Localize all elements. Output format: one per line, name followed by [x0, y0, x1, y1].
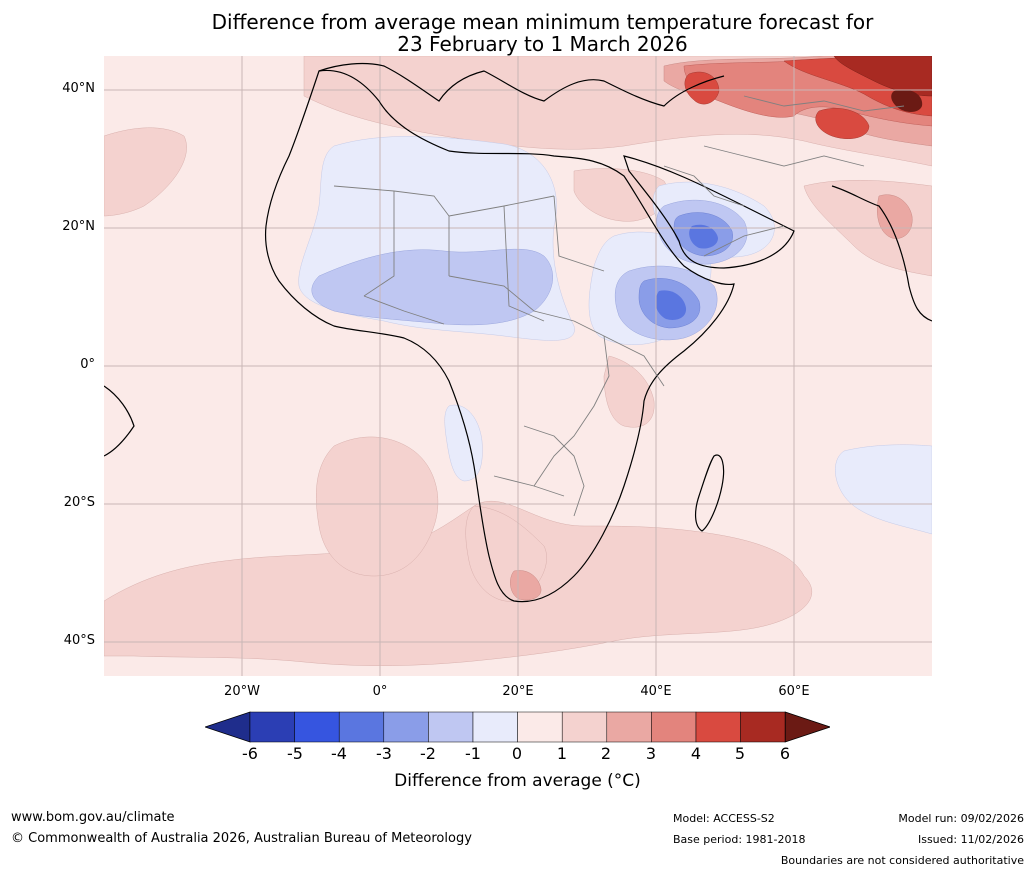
anomaly-region-north-atlantic [104, 127, 187, 217]
india-coastline [831, 185, 932, 322]
model-name: Model: ACCESS-S2 [673, 812, 775, 825]
colorbar-tick: -5 [287, 744, 303, 763]
colorbar-swatch [472, 711, 518, 743]
forecast-map [104, 56, 932, 676]
anomaly-region-indian-ocean-cool [835, 444, 932, 535]
colorbar-tick: -3 [376, 744, 392, 763]
lon-label-40e: 40°E [640, 684, 672, 699]
lon-label-0: 0° [372, 684, 388, 699]
lat-label-0: 0° [80, 357, 95, 372]
colorbar-label: Difference from average (°C) [394, 771, 641, 791]
africa-coastline [264, 69, 735, 603]
colorbar-swatch [249, 711, 295, 743]
colorbar-swatch [740, 711, 786, 743]
anomaly-region-mongolia-max [833, 56, 932, 97]
anomaly-region-afghan-hot [815, 108, 870, 139]
lon-label-20w: 20°W [224, 684, 260, 699]
colorbar-tick: -1 [465, 744, 481, 763]
colorbar-tick: -2 [420, 744, 436, 763]
colorbar-tick: 0 [511, 744, 523, 763]
colorbar-swatch [695, 711, 741, 743]
lon-label-60e: 60°E [778, 684, 810, 699]
country-borders [333, 95, 905, 517]
colorbar-swatch [294, 711, 340, 743]
madagascar-coastline [695, 454, 725, 532]
base-period: Base period: 1981-2018 [673, 833, 806, 846]
lat-label-40s: 40°S [63, 633, 95, 648]
anomaly-region-arabia-coldest [689, 224, 718, 249]
colorbar-swatch [784, 711, 830, 743]
colorbar-swatch [517, 711, 563, 743]
colorbar-tick: -6 [242, 744, 258, 763]
arabia-coastline [623, 155, 795, 269]
colorbar-tick: 2 [600, 744, 612, 763]
europe-coastline [318, 62, 725, 107]
colorbar-tick: 3 [645, 744, 657, 763]
copyright-notice: © Commonwealth of Australia 2026, Austra… [11, 831, 472, 846]
lat-label-20n: 20°N [62, 219, 95, 234]
model-run-date: Model run: 09/02/2026 [898, 812, 1024, 825]
colorbar-swatch [428, 711, 474, 743]
south-america-coastline [104, 385, 135, 457]
colorbar-swatch [383, 711, 429, 743]
chart-title-line-1: Difference from average mean minimum tem… [211, 10, 874, 34]
lon-label-20e: 20°E [502, 684, 534, 699]
map-gridlines [104, 56, 932, 676]
lat-label-40n: 40°N [62, 81, 95, 96]
coastlines [104, 62, 932, 603]
chart-title-line-2: 23 February to 1 March 2026 [397, 32, 688, 56]
anomaly-region-east-africa [603, 355, 655, 428]
colorbar-tick: 5 [734, 744, 746, 763]
colorbar [205, 711, 830, 743]
colorbar-swatch [561, 711, 608, 743]
colorbar-swatch [606, 711, 652, 743]
colorbar-swatch [651, 711, 697, 743]
anomaly-region-somalia-coldest [655, 290, 687, 320]
anomaly-region-south-atlantic [316, 436, 439, 577]
colorbar-swatch [205, 711, 251, 743]
colorbar-tick: 4 [690, 744, 702, 763]
boundaries-disclaimer: Boundaries are not considered authoritat… [780, 854, 1024, 867]
colorbar-tick: 6 [779, 744, 791, 763]
colorbar-tick: 1 [556, 744, 568, 763]
issued-date: Issued: 11/02/2026 [917, 833, 1024, 846]
website-link[interactable]: www.bom.gov.au/climate [11, 810, 175, 825]
colorbar-tick: -4 [331, 744, 347, 763]
colorbar-swatch [338, 711, 385, 743]
anomaly-region-sahel-cool [311, 248, 553, 326]
lat-label-20s: 20°S [63, 495, 95, 510]
